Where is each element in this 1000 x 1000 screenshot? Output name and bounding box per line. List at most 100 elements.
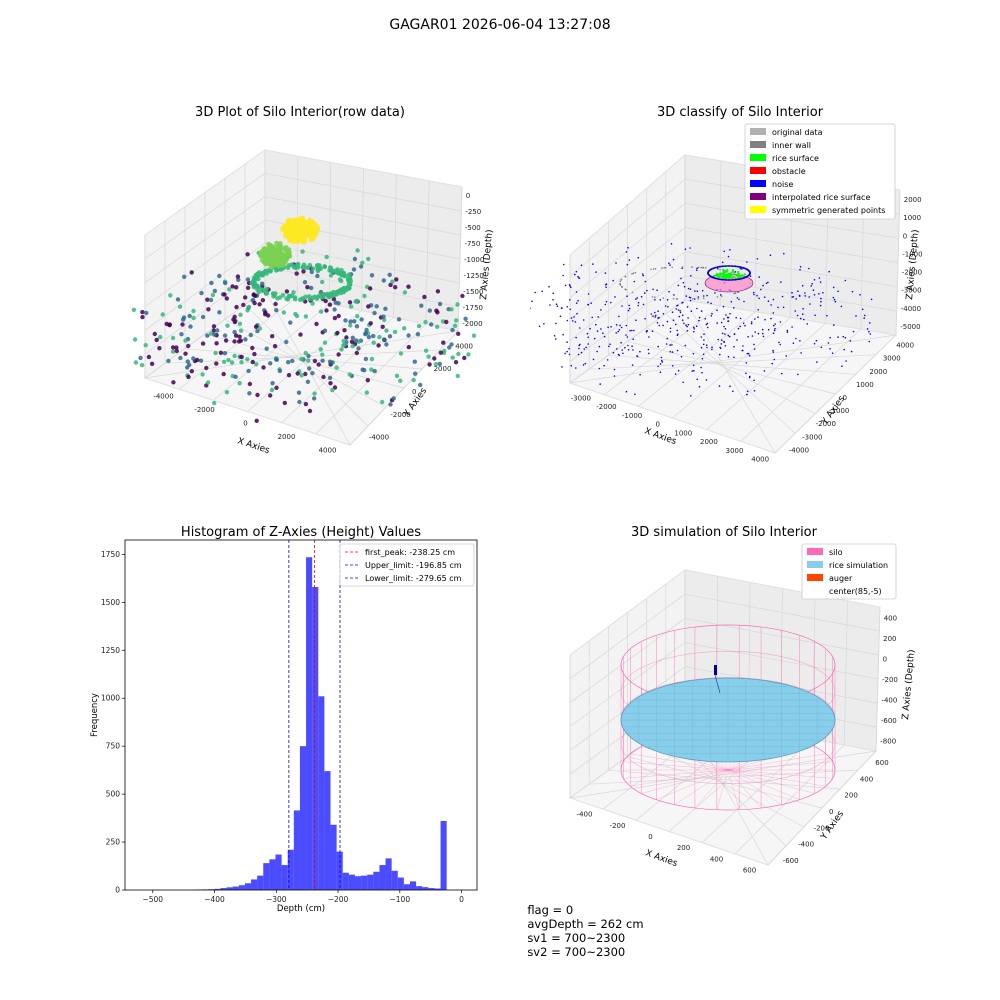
inner-wall-point — [661, 267, 663, 269]
noise-point — [625, 251, 628, 253]
noise-point — [855, 315, 857, 317]
noise-point — [782, 306, 785, 309]
scatter-point — [298, 332, 303, 337]
noise-point — [566, 341, 568, 343]
scatter-point — [189, 270, 194, 275]
scatter-point — [320, 358, 325, 363]
noise-point — [859, 294, 861, 296]
scatter-point — [433, 361, 439, 367]
noise-point — [818, 277, 821, 279]
noise-point — [593, 337, 596, 340]
noise-point — [658, 324, 661, 327]
raw-data-3d-plot: 3D Plot of Silo Interior(row data) -4000… — [131, 105, 495, 456]
histogram-bar — [373, 871, 380, 890]
axes-panes — [143, 149, 463, 446]
scatter-point — [213, 350, 218, 356]
scatter-point — [429, 322, 434, 327]
scatter-point — [236, 339, 242, 344]
noise-point — [733, 356, 735, 359]
scatter-point — [381, 337, 387, 342]
noise-point — [578, 347, 580, 350]
noise-point — [598, 345, 601, 348]
noise-point — [665, 343, 668, 345]
noise-point — [736, 339, 738, 341]
histogram-bar — [385, 858, 392, 890]
scatter-point — [344, 335, 349, 340]
scatter-point — [256, 285, 262, 290]
legend-label: obstacle — [772, 167, 806, 176]
noise-point — [707, 326, 709, 329]
z-tick-label: -1750 — [463, 304, 483, 312]
inner-wall-point — [620, 278, 623, 281]
legend-swatch — [750, 180, 766, 187]
noise-point — [843, 348, 845, 351]
scatter-point — [336, 313, 341, 319]
noise-point — [582, 364, 585, 366]
scatter-point — [272, 344, 278, 349]
scatter-point — [268, 393, 273, 398]
noise-point — [671, 365, 674, 367]
noise-point — [620, 326, 623, 329]
scatter-point — [246, 368, 251, 374]
scatter-point — [303, 401, 309, 407]
noise-point — [627, 246, 629, 249]
noise-point — [564, 284, 567, 287]
noise-point — [573, 316, 575, 318]
scatter-point — [393, 285, 398, 290]
inner-wall-point — [654, 296, 656, 298]
noise-point — [747, 336, 749, 338]
histogram-bar — [238, 885, 245, 890]
scatter-point — [294, 271, 299, 276]
noise-point — [624, 346, 626, 349]
noise-point — [657, 310, 659, 312]
z-tick-label: 400 — [884, 614, 897, 622]
scatter-point — [328, 273, 334, 278]
x-tick-label: -1000 — [622, 412, 642, 420]
legend-label: noise — [772, 180, 793, 189]
scatter-point — [308, 229, 315, 236]
noise-point — [750, 322, 753, 325]
noise-point — [826, 314, 828, 317]
noise-point — [748, 376, 751, 379]
noise-point — [646, 329, 648, 332]
noise-point — [722, 305, 725, 308]
scatter-point — [344, 287, 349, 293]
noise-point — [677, 369, 680, 372]
noise-point — [618, 329, 621, 331]
z-tick-label: 0 — [903, 232, 907, 240]
noise-point — [644, 317, 646, 320]
z-tick-label: 0 — [466, 192, 470, 200]
noise-point — [724, 265, 727, 267]
scatter-point — [456, 331, 461, 336]
avg-depth-text: avgDepth = 262 cm — [527, 917, 644, 931]
noise-point — [753, 390, 756, 392]
noise-point — [738, 298, 740, 301]
noise-point — [701, 357, 704, 360]
rice-surface-point — [716, 275, 719, 278]
scatter-point — [339, 278, 344, 284]
noise-point — [679, 310, 681, 312]
scatter-point — [183, 351, 188, 356]
scatter-point — [257, 302, 262, 307]
noise-point — [711, 312, 713, 315]
scatter-point — [200, 372, 205, 377]
noise-point — [851, 290, 854, 293]
noise-point — [813, 294, 816, 296]
y-tick-label: 500 — [106, 790, 121, 799]
legend-label: silo — [829, 548, 843, 557]
noise-point — [743, 300, 745, 303]
noise-point — [631, 345, 633, 347]
noise-point — [605, 300, 608, 303]
noise-point — [739, 325, 741, 328]
noise-point — [580, 264, 583, 266]
noise-point — [556, 305, 559, 307]
rice-surface-point — [737, 270, 740, 274]
legend: original data inner wall rice surface obsta… — [744, 123, 896, 220]
z-tick-label: -1000 — [902, 250, 922, 258]
scatter-point — [347, 372, 352, 377]
noise-point — [808, 267, 810, 270]
noise-point — [710, 315, 713, 317]
rice-surface-point — [726, 268, 729, 271]
scatter-point — [284, 289, 290, 294]
noise-point — [730, 279, 733, 281]
